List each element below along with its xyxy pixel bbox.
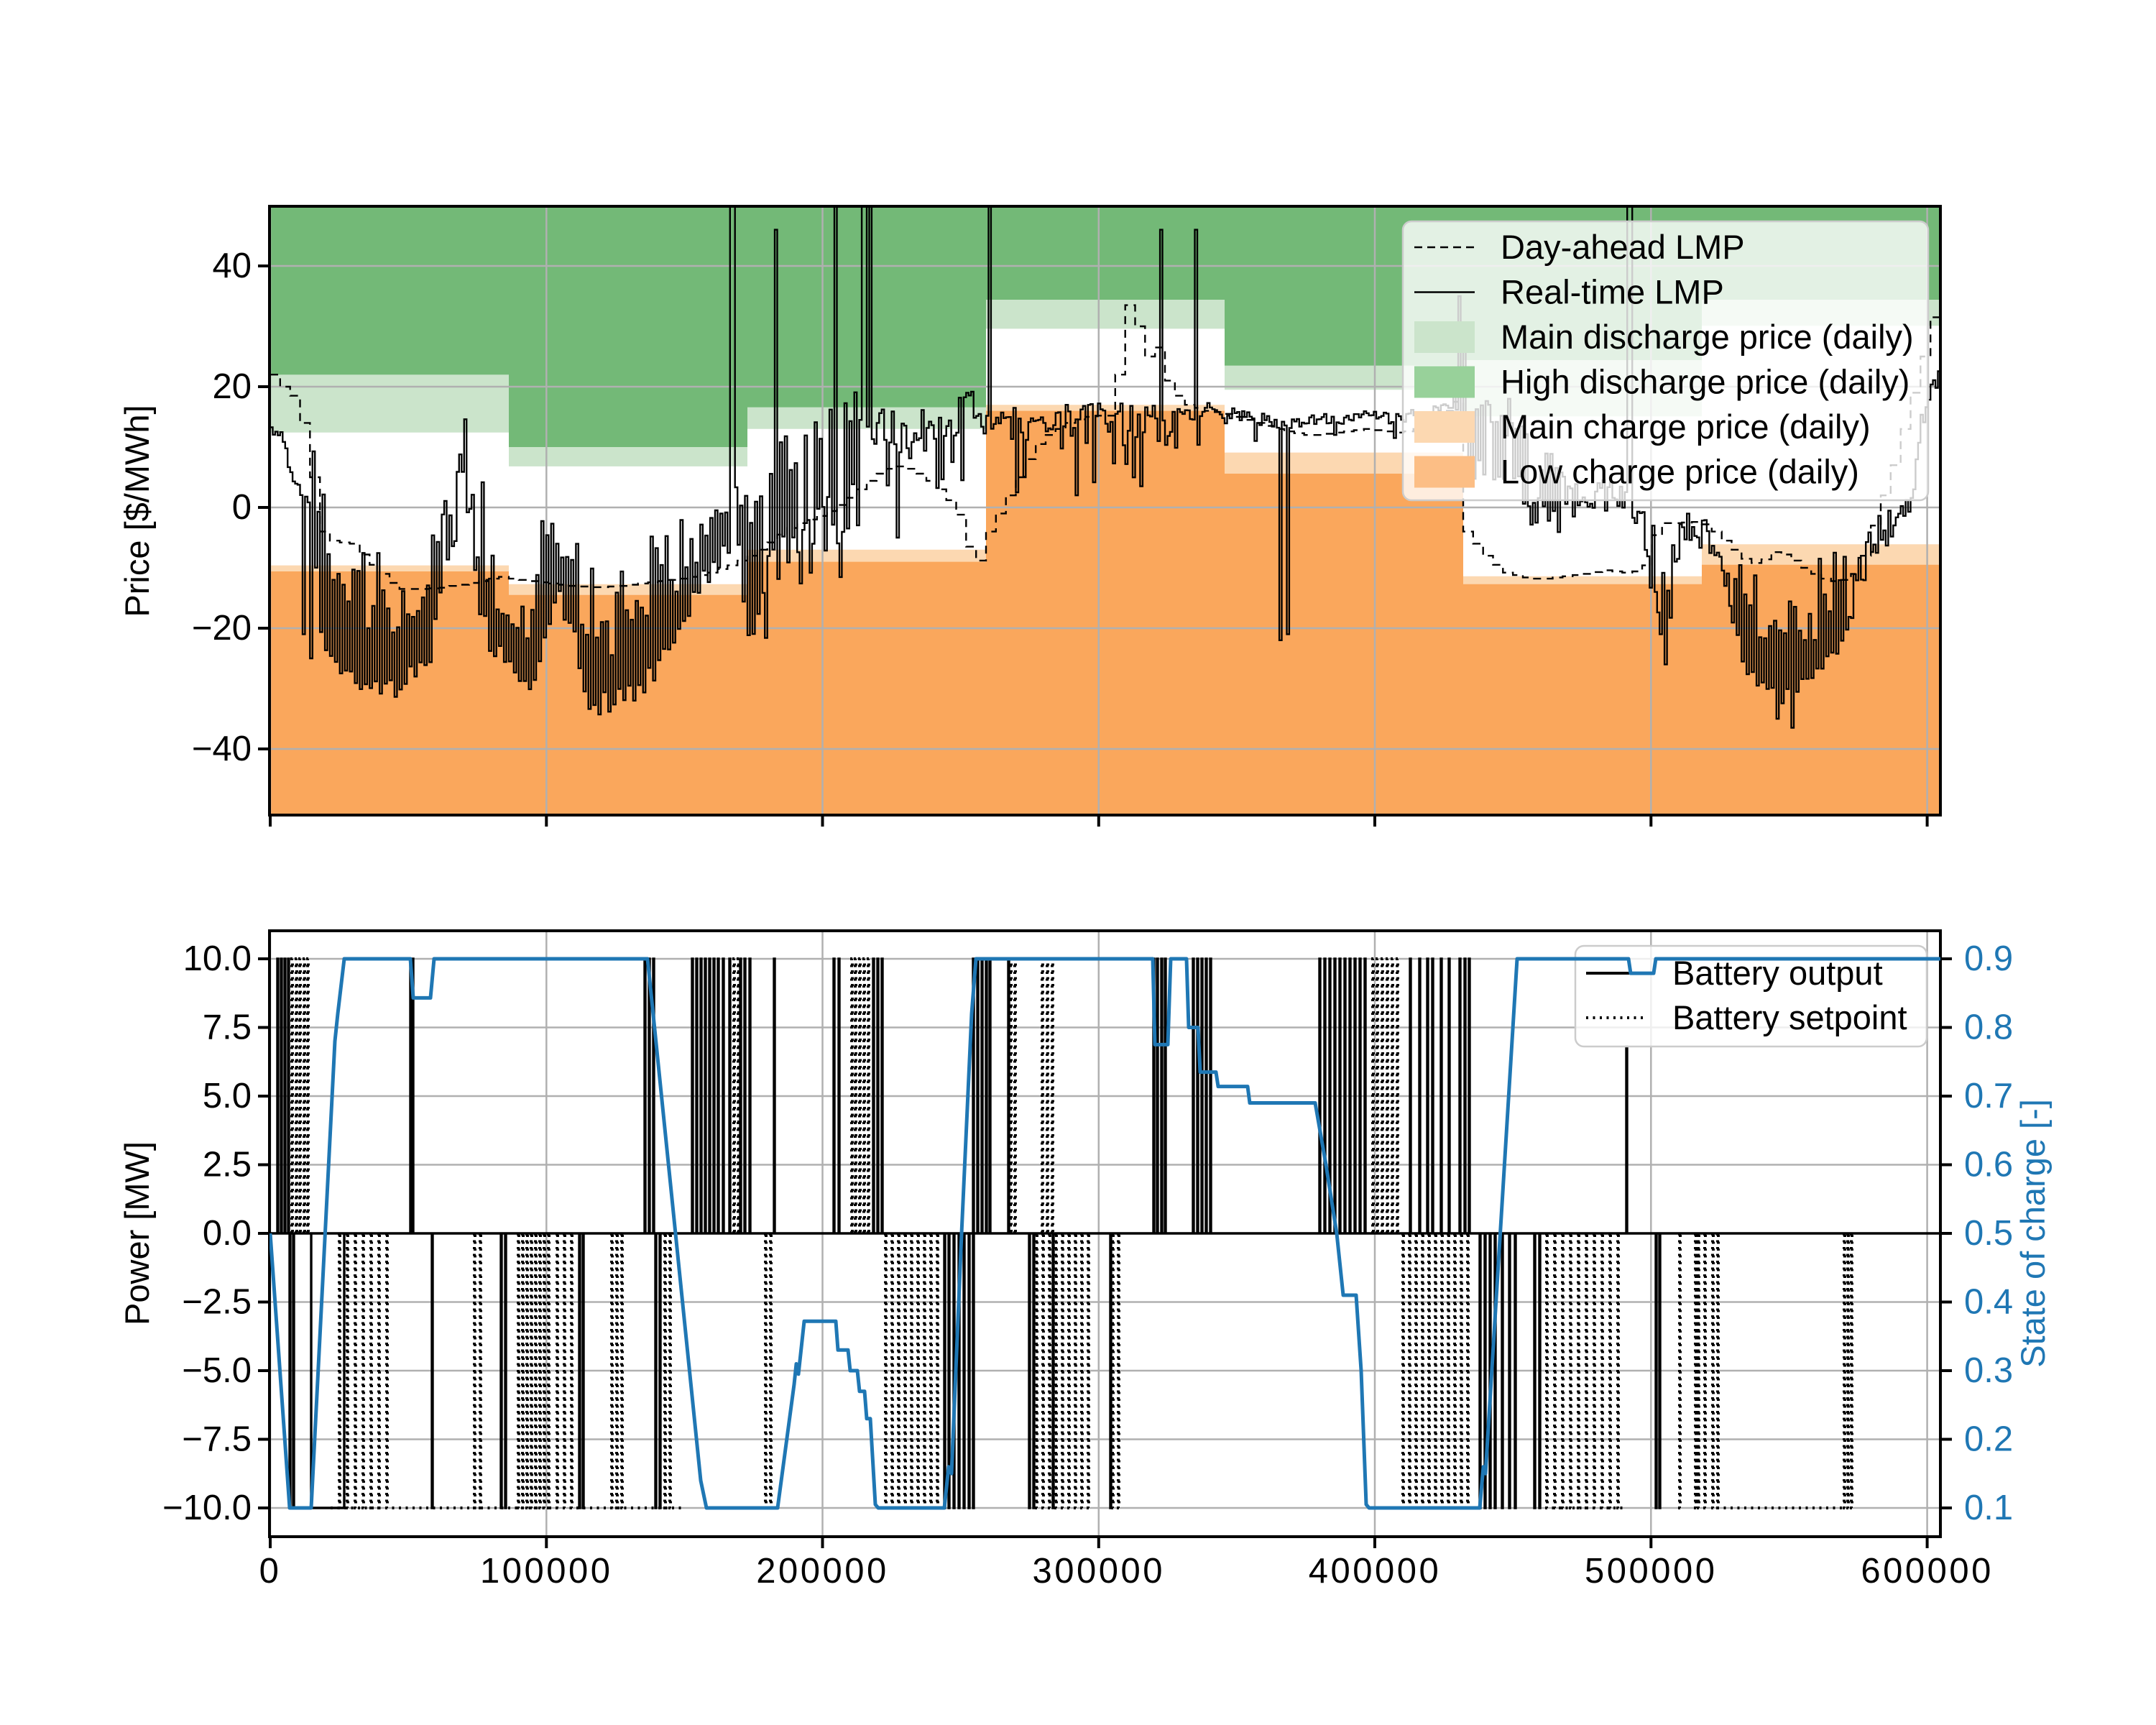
svg-text:Price [$/MWh]: Price [$/MWh] bbox=[118, 405, 156, 617]
svg-text:500000: 500000 bbox=[1585, 1552, 1718, 1591]
svg-text:State of charge [-]: State of charge [-] bbox=[2014, 1099, 2052, 1368]
svg-text:Power [MW]: Power [MW] bbox=[118, 1141, 156, 1325]
svg-text:−40: −40 bbox=[192, 730, 252, 768]
svg-text:2.5: 2.5 bbox=[203, 1146, 252, 1184]
svg-text:−10.0: −10.0 bbox=[162, 1489, 252, 1527]
svg-text:40: 40 bbox=[212, 247, 252, 285]
svg-text:Battery setpoint: Battery setpoint bbox=[1672, 998, 1907, 1036]
svg-text:High discharge price (daily): High discharge price (daily) bbox=[1501, 363, 1909, 401]
svg-text:100000: 100000 bbox=[480, 1552, 613, 1591]
svg-text:0.3: 0.3 bbox=[1964, 1351, 2013, 1390]
svg-text:300000: 300000 bbox=[1033, 1552, 1166, 1591]
svg-text:0.9: 0.9 bbox=[1964, 939, 2013, 978]
svg-text:0: 0 bbox=[259, 1552, 282, 1591]
svg-text:0.1: 0.1 bbox=[1964, 1489, 2013, 1527]
svg-text:Day-ahead LMP: Day-ahead LMP bbox=[1501, 228, 1745, 266]
svg-text:0.6: 0.6 bbox=[1964, 1146, 2013, 1184]
svg-text:600000: 600000 bbox=[1861, 1552, 1994, 1591]
svg-text:0.8: 0.8 bbox=[1964, 1008, 2013, 1047]
svg-text:200000: 200000 bbox=[756, 1552, 889, 1591]
svg-text:0.5: 0.5 bbox=[1964, 1214, 2013, 1253]
svg-text:−5.0: −5.0 bbox=[182, 1351, 252, 1390]
svg-text:Real-time LMP: Real-time LMP bbox=[1501, 273, 1724, 311]
svg-text:10.0: 10.0 bbox=[183, 939, 252, 978]
svg-text:5.0: 5.0 bbox=[203, 1077, 252, 1116]
svg-text:20: 20 bbox=[212, 367, 252, 406]
svg-text:−20: −20 bbox=[192, 609, 252, 648]
svg-text:7.5: 7.5 bbox=[203, 1008, 252, 1047]
svg-text:−7.5: −7.5 bbox=[182, 1420, 252, 1459]
svg-text:Low charge price (daily): Low charge price (daily) bbox=[1501, 453, 1859, 491]
svg-text:Main charge price (daily): Main charge price (daily) bbox=[1501, 408, 1871, 446]
svg-text:0.7: 0.7 bbox=[1964, 1077, 2013, 1116]
svg-text:0.2: 0.2 bbox=[1964, 1420, 2013, 1459]
svg-text:Main discharge price (daily): Main discharge price (daily) bbox=[1501, 318, 1914, 356]
svg-text:0.4: 0.4 bbox=[1964, 1283, 2013, 1322]
svg-text:0: 0 bbox=[232, 488, 252, 527]
svg-text:400000: 400000 bbox=[1309, 1552, 1442, 1591]
svg-text:−2.5: −2.5 bbox=[182, 1283, 252, 1322]
svg-text:0.0: 0.0 bbox=[203, 1214, 252, 1253]
